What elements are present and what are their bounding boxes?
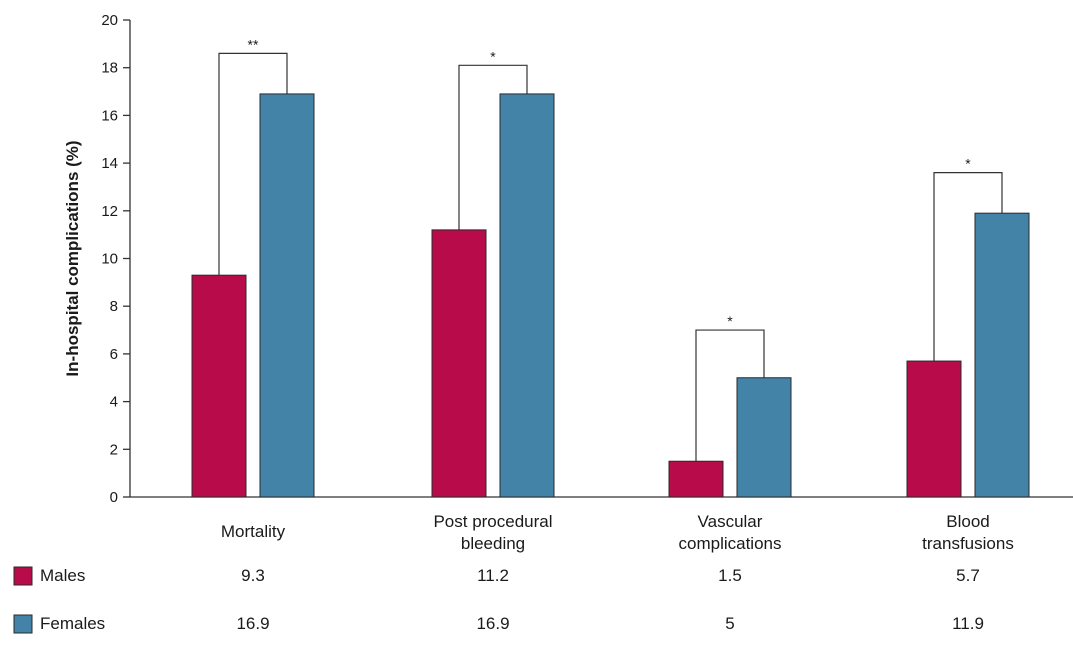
legend-swatch-females: [13, 614, 33, 634]
table-value: 11.9: [952, 614, 984, 633]
significance-bracket: [218, 52, 288, 276]
table-value: 16.9: [236, 614, 269, 633]
y-tick-label: 0: [110, 489, 118, 506]
bar-females: [974, 212, 1030, 498]
significance-bracket: [695, 329, 765, 462]
bar-females: [736, 377, 792, 498]
table-value: 11.2: [477, 566, 509, 585]
chart-bars: [191, 93, 1030, 498]
y-tick-label: 14: [101, 155, 118, 172]
bar-females: [499, 93, 555, 498]
category-labels: Mortality Post procedural bleeding Vascular…: [221, 512, 1014, 553]
significance-brackets: *****: [218, 36, 1003, 462]
y-tick-label: 6: [110, 346, 118, 363]
category-label: Mortality: [221, 522, 286, 541]
table-value: 5: [725, 614, 734, 633]
bar-males: [191, 274, 247, 498]
y-axis-title: In-hospital complications (%): [63, 140, 82, 376]
bar-males: [668, 460, 724, 498]
significance-label: **: [248, 36, 259, 52]
table-value: 9.3: [241, 566, 265, 585]
legend-label-females: Females: [40, 614, 105, 633]
y-tick-label: 4: [110, 394, 118, 411]
significance-label: *: [965, 156, 971, 172]
y-tick-label: 8: [110, 298, 118, 315]
category-label: Blood: [946, 512, 989, 531]
y-tick-label: 12: [101, 203, 118, 220]
table-value: 5.7: [956, 566, 980, 585]
category-label: Vascular: [698, 512, 763, 531]
category-label: complications: [679, 534, 782, 553]
significance-label: *: [727, 313, 733, 329]
significance-bracket: [458, 64, 528, 230]
table-value: 1.5: [718, 566, 742, 585]
significance-bracket: [933, 172, 1003, 362]
category-label: transfusions: [922, 534, 1014, 553]
y-tick-label: 10: [101, 251, 118, 268]
data-table: Males 9.3 11.2 1.5 5.7 Females 16.9 16.9 5 11.9: [13, 566, 984, 634]
y-tick-label: 20: [101, 12, 118, 29]
y-tick-label: 16: [101, 107, 118, 124]
significance-label: *: [490, 48, 496, 64]
category-label: bleeding: [461, 534, 525, 553]
legend-swatch-males: [13, 566, 33, 586]
bar-males: [906, 360, 962, 498]
y-tick-label: 2: [110, 441, 118, 458]
legend-label-males: Males: [40, 566, 85, 585]
y-axis-label: In-hospital complications (%): [63, 140, 82, 376]
bar-males: [431, 229, 487, 498]
category-label: Post procedural: [433, 512, 552, 531]
y-tick-label: 18: [101, 60, 118, 77]
bar-females: [259, 93, 315, 498]
table-value: 16.9: [476, 614, 509, 633]
